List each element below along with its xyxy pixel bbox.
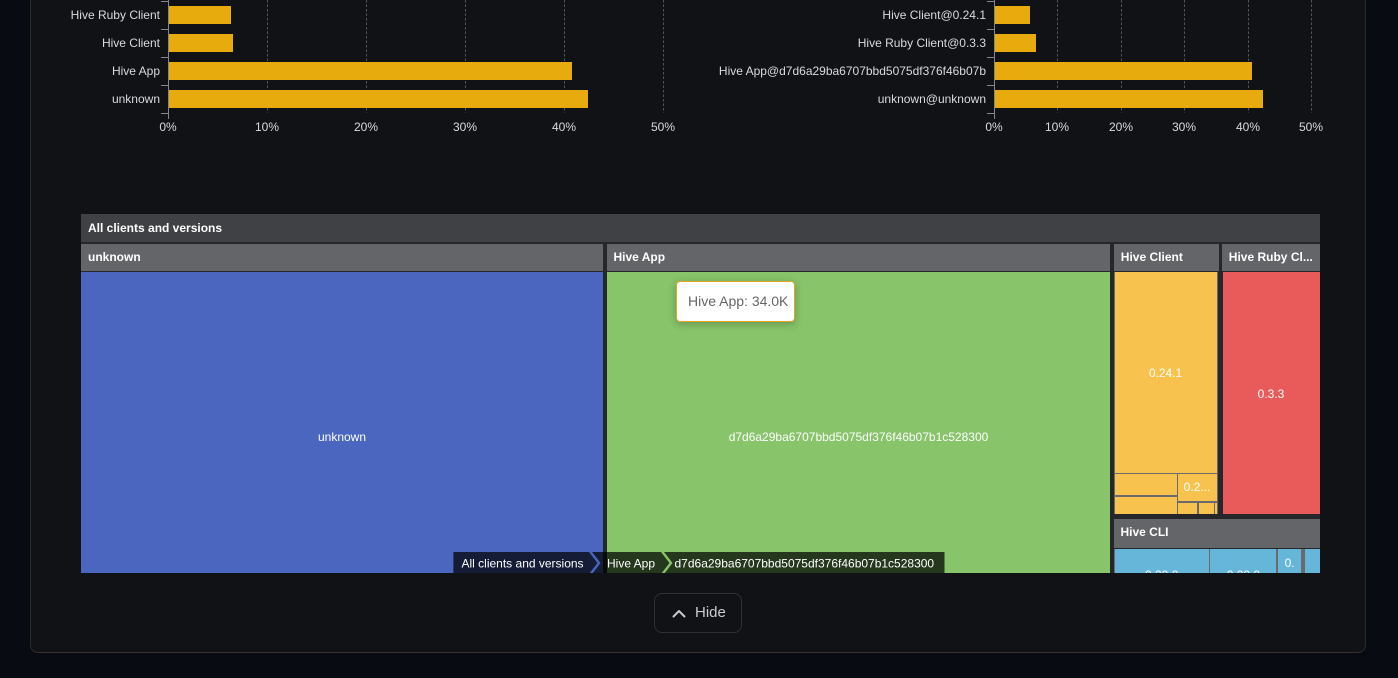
svg-text:Hive App: Hive App [607, 556, 655, 570]
svg-text:d7d6a29ba6707bbd5075df376f46b0: d7d6a29ba6707bbd5075df376f46b07b1c528300 [675, 556, 935, 570]
svg-text:All clients and versions: All clients and versions [462, 556, 584, 570]
